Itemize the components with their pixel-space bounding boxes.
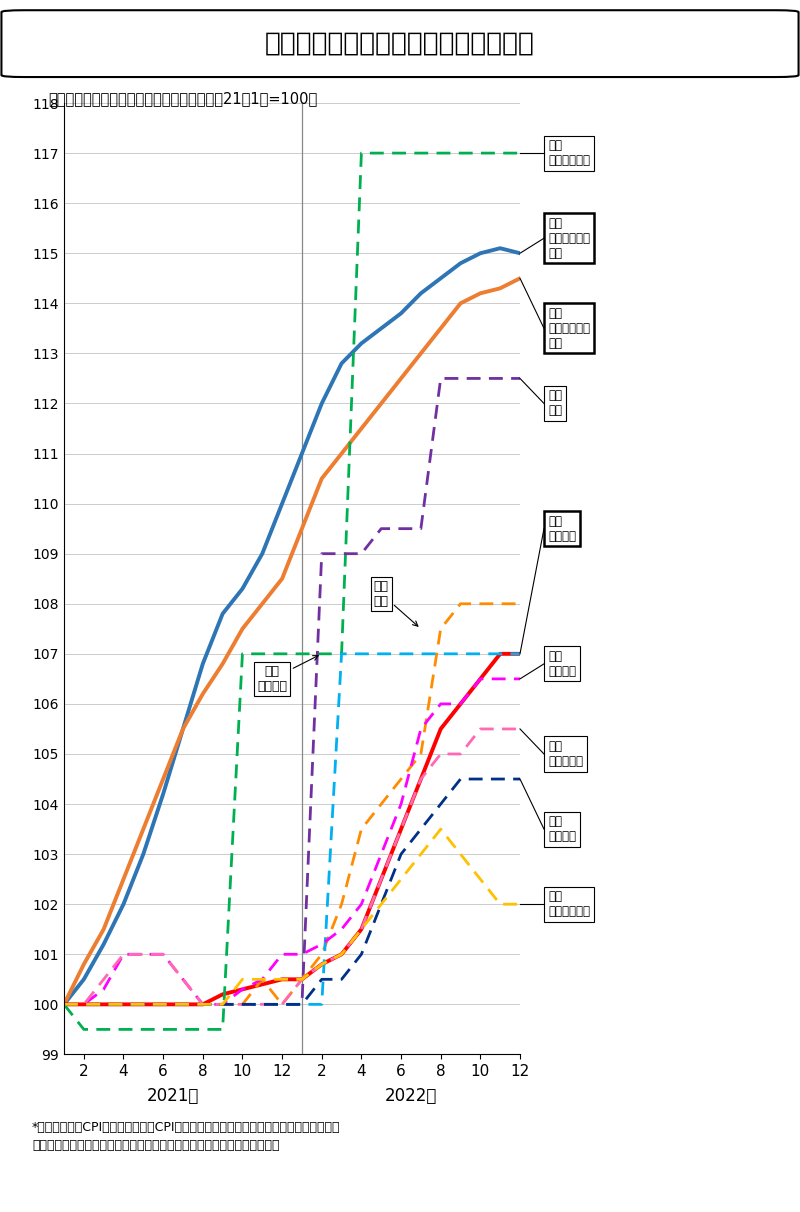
Text: 2022年: 2022年 (385, 1087, 437, 1105)
Text: 日本
ハンバーガー: 日本 ハンバーガー (548, 139, 590, 167)
Text: 日本
豚カツ定食: 日本 豚カツ定食 (548, 741, 583, 768)
Text: 日本
すし: 日本 すし (374, 579, 418, 627)
Text: 日本の外食価格も米国並みに急上昇！: 日本の外食価格も米国並みに急上昇！ (265, 30, 535, 57)
Text: *日本総務省のCPI、米国労働省のCPIを基に作成。米国の「限定サービス外食」は主に
ファーストフード、「フルサービス外食」は主に着座式レストランを指す: *日本総務省のCPI、米国労働省のCPIを基に作成。米国の「限定サービス外食」は… (32, 1121, 341, 1153)
Text: 米国
限定サービス
外食: 米国 限定サービス 外食 (548, 307, 590, 350)
Text: 米国
フルサービス
外食: 米国 フルサービス 外食 (548, 217, 590, 259)
Text: 日本
カレーライス: 日本 カレーライス (548, 891, 590, 919)
Text: 日本
ぎょうざ: 日本 ぎょうざ (548, 650, 576, 678)
Text: 日本
やきとり: 日本 やきとり (257, 656, 318, 693)
Text: 日本
中華そば: 日本 中華そば (548, 816, 576, 844)
Text: 日米の消費者物価指数・外食価格の推移　（21年1月=100）: 日米の消費者物価指数・外食価格の推移 （21年1月=100） (48, 91, 318, 105)
Text: 日本
牛丼: 日本 牛丼 (548, 389, 562, 417)
Text: 日本
一般外食: 日本 一般外食 (548, 515, 576, 543)
Text: 2021年: 2021年 (147, 1087, 199, 1105)
FancyBboxPatch shape (2, 10, 798, 78)
